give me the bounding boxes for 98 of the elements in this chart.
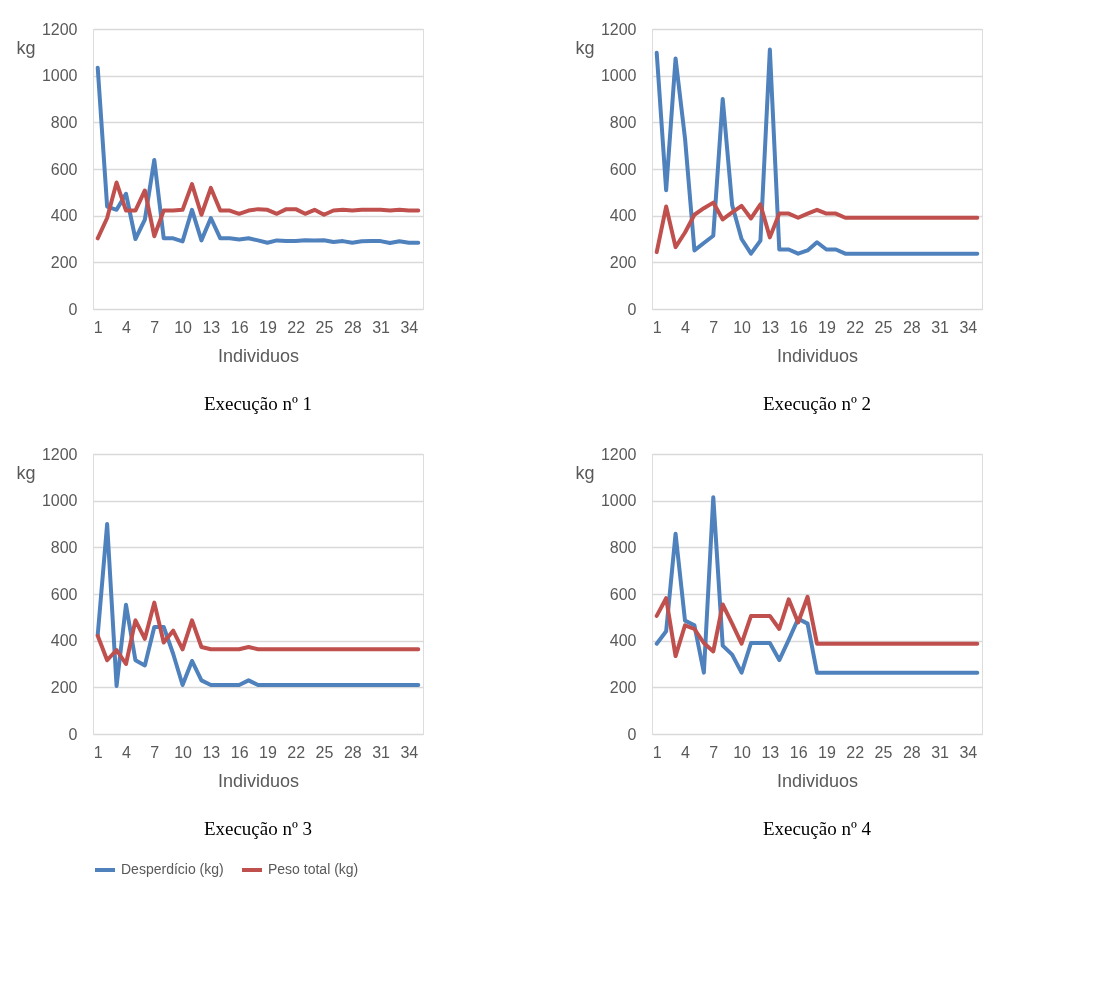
text: Execução nº 4: [762, 818, 872, 839]
y-tick-label: 200: [50, 678, 78, 696]
x-axis-title: Individuos: [217, 345, 300, 366]
text: Execução nº 1: [203, 393, 313, 414]
x-tick-label: 1: [652, 318, 662, 336]
line-series: [654, 495, 980, 675]
x-tick-label: 28: [343, 318, 362, 336]
x-tick-label: 19: [259, 318, 277, 336]
x-tick-label: 22: [846, 318, 865, 336]
y-tick-label: 1200: [41, 20, 78, 38]
x-tick-label: 25: [874, 318, 893, 336]
x-tick-label: 7: [709, 318, 719, 336]
y-tick-label: 600: [50, 585, 78, 603]
x-tick-label: 28: [902, 743, 921, 761]
x-tick-label: 22: [287, 318, 306, 336]
x-tick-label: 13: [761, 743, 780, 761]
x-tick-label: 31: [372, 318, 391, 336]
line-series: [95, 600, 421, 666]
y-tick-label: 600: [609, 585, 637, 603]
line-series: [95, 65, 421, 245]
x-tick-label: 34: [400, 743, 419, 761]
x-tick-label: 13: [202, 743, 221, 761]
y-tick-label: 1200: [41, 445, 78, 463]
y-tick-label: 1000: [41, 492, 78, 510]
y-axis-title: kg: [16, 37, 36, 58]
x-tick-label: 10: [733, 318, 752, 336]
y-axis-title: kg: [575, 462, 595, 483]
line-series: [654, 200, 980, 255]
x-tick-label: 25: [315, 743, 334, 761]
x-tick-label: 34: [959, 743, 978, 761]
y-tick-label: 1000: [600, 67, 637, 85]
x-tick-label: 7: [150, 318, 160, 336]
x-tick-label: 16: [230, 318, 249, 336]
legend-label: Peso total (kg): [268, 861, 359, 877]
text: Execução nº 2: [762, 393, 872, 414]
x-axis-title: Individuos: [217, 770, 300, 791]
y-tick-label: 200: [50, 253, 78, 271]
x-tick-label: 4: [122, 743, 132, 761]
x-tick-label: 31: [931, 318, 950, 336]
x-tick-label: 13: [202, 318, 221, 336]
y-tick-label: 600: [609, 160, 637, 178]
x-tick-label: 19: [259, 743, 277, 761]
y-tick-label: 400: [609, 207, 637, 225]
x-tick-label: 31: [372, 743, 391, 761]
x-tick-label: 19: [818, 318, 836, 336]
y-tick-label: 1000: [41, 67, 78, 85]
y-tick-label: 400: [50, 632, 78, 650]
line-series: [654, 594, 980, 659]
x-tick-label: 10: [733, 743, 752, 761]
x-tick-label: 22: [287, 743, 306, 761]
x-tick-label: 34: [400, 318, 419, 336]
x-axis-title: Individuos: [776, 345, 859, 366]
text: Execução nº 3: [203, 818, 313, 839]
y-tick-label: 0: [68, 725, 78, 743]
y-tick-label: 0: [627, 300, 637, 318]
line-series: [95, 180, 421, 241]
x-tick-label: 1: [93, 743, 103, 761]
y-tick-label: 0: [627, 725, 637, 743]
y-tick-label: 200: [609, 253, 637, 271]
x-tick-label: 34: [959, 318, 978, 336]
y-tick-label: 800: [50, 113, 78, 131]
y-axis-title: kg: [575, 37, 595, 58]
y-tick-label: 800: [609, 113, 637, 131]
y-axis-title: kg: [16, 462, 36, 483]
y-tick-label: 400: [50, 207, 78, 225]
y-tick-label: 200: [609, 678, 637, 696]
y-tick-label: 800: [609, 538, 637, 556]
y-tick-label: 800: [50, 538, 78, 556]
x-tick-label: 25: [874, 743, 893, 761]
x-tick-label: 31: [931, 743, 950, 761]
y-tick-label: 600: [50, 160, 78, 178]
x-tick-label: 16: [789, 743, 808, 761]
x-tick-label: 25: [315, 318, 334, 336]
x-tick-label: 4: [681, 743, 691, 761]
y-tick-label: 1200: [600, 445, 637, 463]
x-tick-label: 4: [681, 318, 691, 336]
x-tick-label: 7: [709, 743, 719, 761]
x-tick-label: 10: [174, 743, 193, 761]
y-tick-label: 0: [68, 300, 78, 318]
y-tick-label: 1200: [600, 20, 637, 38]
x-tick-label: 22: [846, 743, 865, 761]
x-tick-label: 13: [761, 318, 780, 336]
line-series: [654, 47, 980, 256]
y-tick-label: 400: [609, 632, 637, 650]
x-tick-label: 28: [902, 318, 921, 336]
x-tick-label: 10: [174, 318, 193, 336]
x-tick-label: 16: [230, 743, 249, 761]
legend-label: Desperdício (kg): [121, 861, 224, 877]
x-tick-label: 16: [789, 318, 808, 336]
x-axis-title: Individuos: [776, 770, 859, 791]
x-tick-label: 28: [343, 743, 362, 761]
x-tick-label: 1: [93, 318, 103, 336]
x-tick-label: 19: [818, 743, 836, 761]
x-tick-label: 4: [122, 318, 132, 336]
line-series: [95, 522, 421, 688]
y-tick-label: 1000: [600, 492, 637, 510]
x-tick-label: 1: [652, 743, 662, 761]
x-tick-label: 7: [150, 743, 160, 761]
